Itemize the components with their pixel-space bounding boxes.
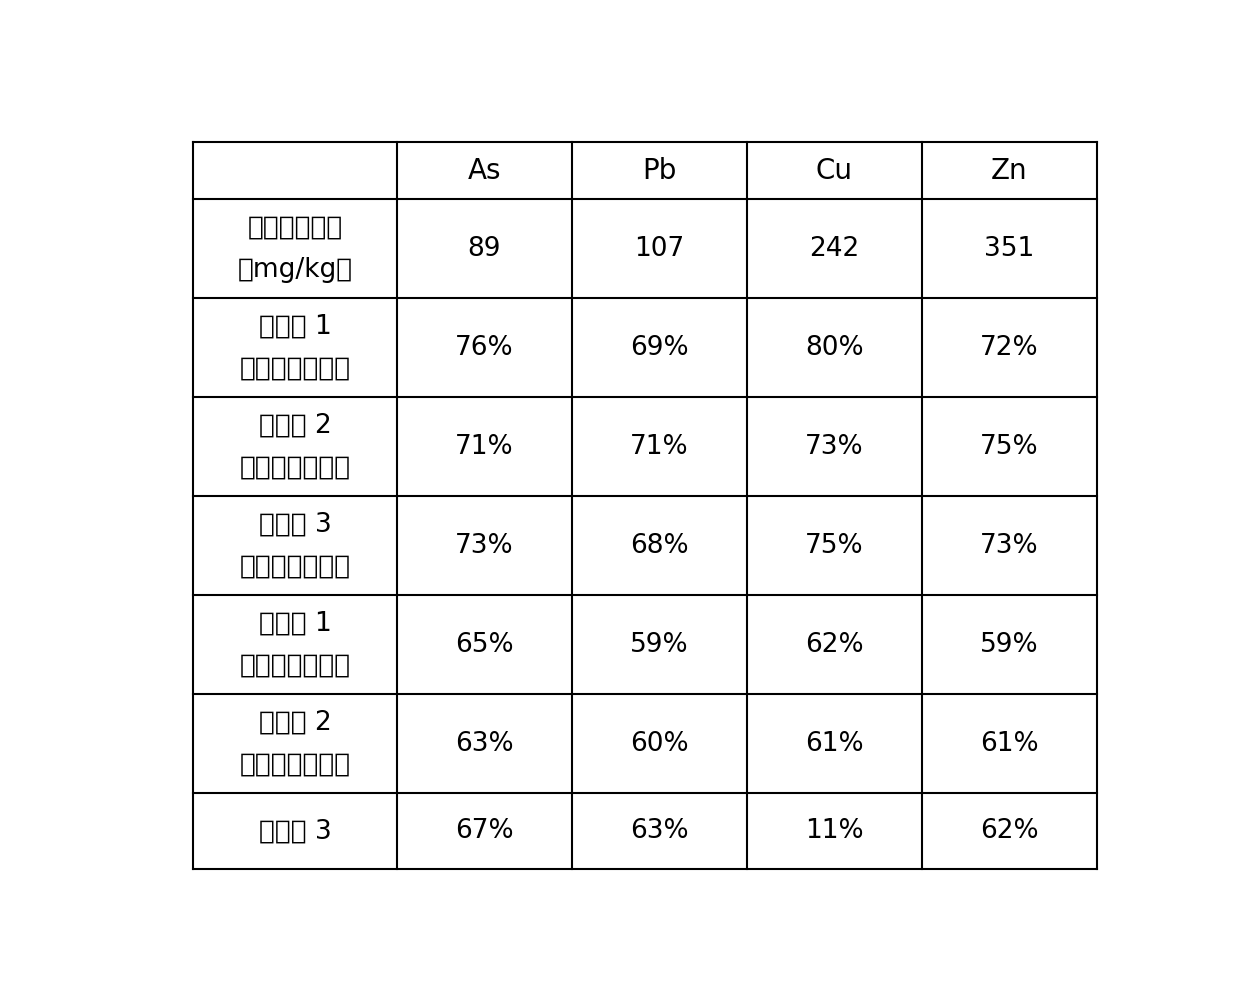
Text: Zn: Zn — [991, 157, 1028, 185]
Text: 75%: 75% — [805, 533, 863, 559]
Text: 73%: 73% — [805, 433, 863, 460]
Text: 实施例 2
可交换态去除率: 实施例 2 可交换态去除率 — [239, 413, 351, 481]
Text: 59%: 59% — [630, 632, 688, 658]
Text: 63%: 63% — [455, 731, 513, 756]
Text: 可交换态浓度
（mg/kg）: 可交换态浓度 （mg/kg） — [238, 215, 352, 283]
Text: 89: 89 — [467, 236, 501, 261]
Text: 对比例 2
可交换态去除率: 对比例 2 可交换态去除率 — [239, 710, 351, 777]
Text: 60%: 60% — [630, 731, 688, 756]
Text: 107: 107 — [634, 236, 684, 261]
Text: 11%: 11% — [805, 818, 863, 844]
Text: 71%: 71% — [630, 433, 688, 460]
Text: 62%: 62% — [980, 818, 1039, 844]
Text: Cu: Cu — [816, 157, 853, 185]
Text: 242: 242 — [810, 236, 859, 261]
Text: 73%: 73% — [455, 533, 513, 559]
Text: 65%: 65% — [455, 632, 513, 658]
Text: 对比例 3: 对比例 3 — [259, 818, 331, 844]
Text: 62%: 62% — [805, 632, 863, 658]
Text: 实施例 3
可交换态去除率: 实施例 3 可交换态去除率 — [239, 512, 351, 580]
Text: As: As — [467, 157, 501, 185]
Text: 76%: 76% — [455, 335, 513, 361]
Text: 69%: 69% — [630, 335, 688, 361]
Text: 68%: 68% — [630, 533, 688, 559]
Text: 59%: 59% — [980, 632, 1039, 658]
Text: 对比例 1
可交换态去除率: 对比例 1 可交换态去除率 — [239, 610, 351, 679]
Text: 67%: 67% — [455, 818, 513, 844]
Text: 75%: 75% — [980, 433, 1039, 460]
Text: 80%: 80% — [805, 335, 863, 361]
Text: 63%: 63% — [630, 818, 688, 844]
Text: 61%: 61% — [980, 731, 1039, 756]
Text: 73%: 73% — [980, 533, 1039, 559]
Text: 71%: 71% — [455, 433, 513, 460]
Text: Pb: Pb — [642, 157, 676, 185]
Text: 实施例 1
可交换态去除率: 实施例 1 可交换态去除率 — [239, 314, 351, 382]
Text: 351: 351 — [985, 236, 1034, 261]
Text: 72%: 72% — [980, 335, 1039, 361]
Text: 61%: 61% — [805, 731, 863, 756]
